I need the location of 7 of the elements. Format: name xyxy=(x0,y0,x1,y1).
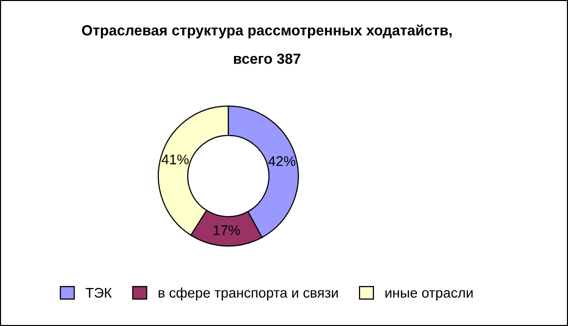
legend-label: в сфере транспорта и связи xyxy=(158,288,338,300)
data-label: 41% xyxy=(162,154,189,164)
data-label: 42% xyxy=(268,156,296,166)
chart-title: Отраслевая структура рассмотренных ходатайств, всего 387 xyxy=(82,24,452,64)
data-label: 17% xyxy=(214,225,240,235)
legend-label: ТЭК xyxy=(86,288,112,298)
legend-label: иные отрасли xyxy=(385,290,473,300)
